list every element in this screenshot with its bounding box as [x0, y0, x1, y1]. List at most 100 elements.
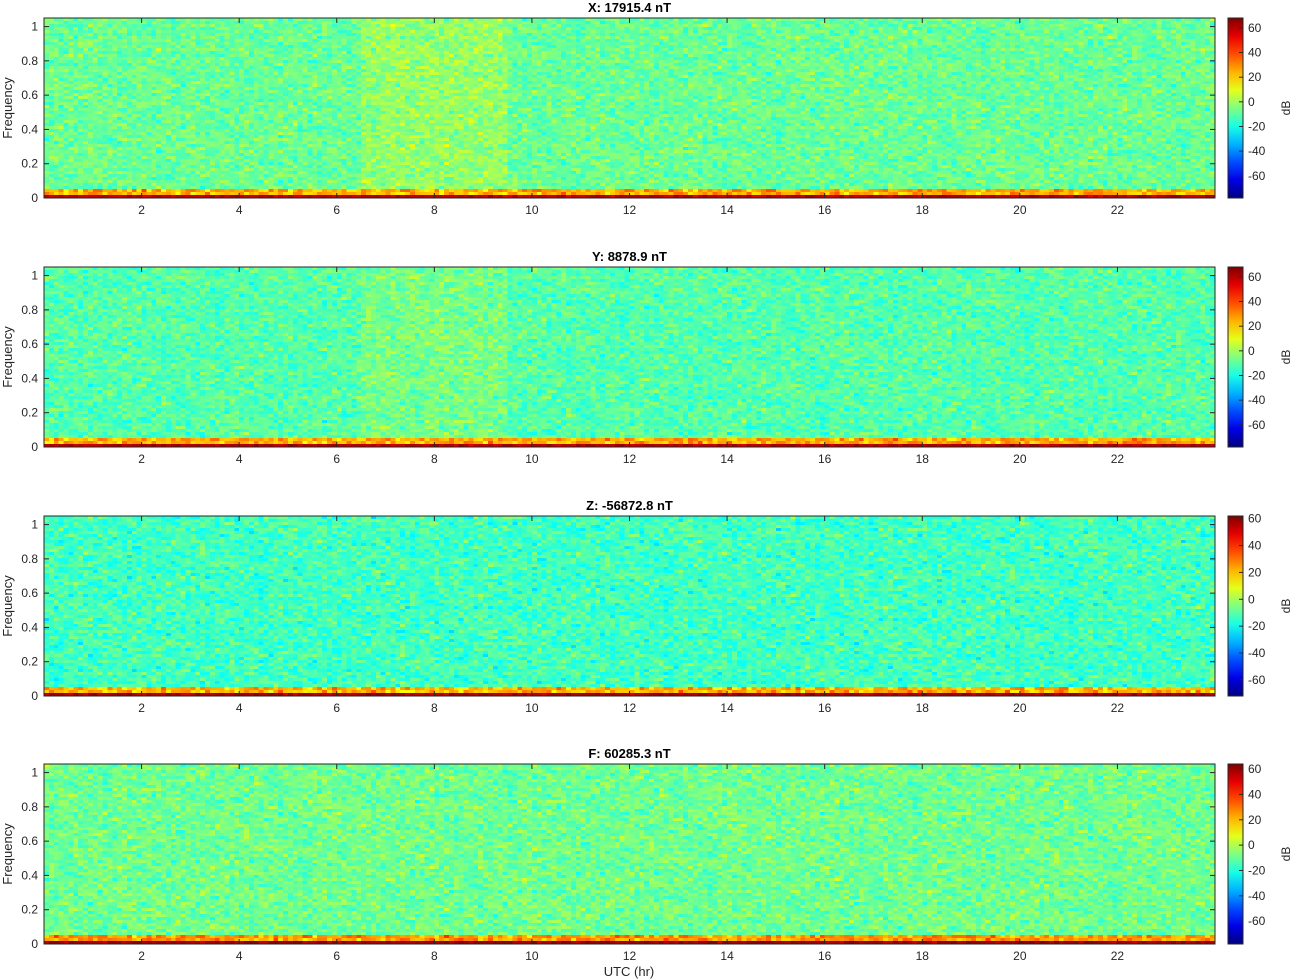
colorbar: 60 40 20 0 -20 -40 -60 dB	[1227, 17, 1293, 199]
spectrogram-panel: Y: 8878.9 nT2 4 6 8 10 12 14 16 18 20 2200.20.40.6…	[0, 249, 1293, 466]
colorbar-tick-label: 20	[1248, 319, 1262, 333]
colorbar: 60 40 20 0 -20 -40 -60 dB	[1227, 512, 1293, 697]
x-tick-label: 2	[138, 203, 145, 217]
x-tick-label: 14	[720, 452, 734, 466]
spectrogram-panel: F: 60285.3 nT2 4 6 8 10 12 14 16 18 20 2200.20.40.…	[0, 746, 1293, 963]
x-tick-label: 14	[720, 949, 734, 963]
x-tick-label: 12	[623, 949, 637, 963]
spectrogram-heatmap	[44, 764, 1215, 944]
x-tick-label: 10	[525, 701, 539, 715]
colorbar-tick-label: -20	[1248, 368, 1266, 382]
y-tick-label: 0.2	[21, 406, 38, 420]
x-tick-label: 22	[1111, 701, 1125, 715]
y-tick-label: 0.4	[21, 371, 38, 385]
x-tick-label: 10	[525, 203, 539, 217]
x-tick-label: 8	[431, 203, 438, 217]
colorbar-tick-label: -40	[1248, 646, 1266, 660]
x-tick-label: 4	[236, 701, 243, 715]
colorbar-tick-label: 20	[1248, 813, 1262, 827]
colorbar-tick-label: -60	[1248, 914, 1266, 928]
colorbar-tick-label: -40	[1248, 889, 1266, 903]
colorbar-tick-label: 20	[1248, 70, 1262, 84]
y-tick-label: 0.8	[21, 800, 38, 814]
x-tick-label: 14	[720, 203, 734, 217]
y-tick-label: 0	[31, 440, 38, 454]
y-tick-label: 1	[31, 766, 38, 780]
y-axis-label: Frequency	[0, 823, 15, 885]
x-tick-label: 4	[236, 203, 243, 217]
x-tick-label: 6	[333, 949, 340, 963]
y-tick-label: 0.6	[21, 834, 38, 848]
colorbar-frame	[1227, 763, 1244, 945]
panel-title: Z: -56872.8 nT	[586, 498, 673, 513]
colorbar-frame	[1227, 266, 1244, 448]
colorbar-tick-label: 60	[1248, 512, 1262, 526]
x-tick-label: 20	[1013, 452, 1027, 466]
y-tick-label: 0.6	[21, 337, 38, 351]
x-tick-label: 12	[623, 452, 637, 466]
colorbar-tick-label: -20	[1248, 619, 1266, 633]
x-tick-label: 14	[720, 701, 734, 715]
colorbar-tick-label: -60	[1248, 418, 1266, 432]
y-tick-label: 0.2	[21, 157, 38, 171]
y-tick-label: 0.4	[21, 122, 38, 136]
colorbar-tick-label: 0	[1248, 592, 1255, 606]
panel-title: X: 17915.4 nT	[588, 0, 671, 15]
colorbar-tick-label: -40	[1248, 144, 1266, 158]
y-tick-label: 0.4	[21, 868, 38, 882]
spectrogram-heatmap	[44, 516, 1215, 696]
colorbar-gradient	[1228, 267, 1243, 447]
x-tick-label: 20	[1013, 949, 1027, 963]
colorbar: 60 40 20 0 -20 -40 -60 dB	[1227, 762, 1293, 945]
x-tick-label: 10	[525, 452, 539, 466]
colorbar-tick-label: 0	[1248, 95, 1255, 109]
y-tick-label: 0.4	[21, 620, 38, 634]
colorbar-gradient	[1228, 516, 1243, 696]
colorbar-tick-label: 60	[1248, 270, 1262, 284]
x-tick-label: 2	[138, 949, 145, 963]
spectrogram-panel: Z: -56872.8 nT2 4 6 8 10 12 14 16 18 20 2200.20.40…	[0, 498, 1293, 715]
colorbar-tick-label: 60	[1248, 21, 1262, 35]
colorbar-tick-label: 40	[1248, 295, 1262, 309]
x-tick-label: 12	[623, 203, 637, 217]
spectrogram-panel: X: 17915.4 nT2 4 6 8 10 12 14 16 18 20 2200.20.40.…	[0, 0, 1293, 217]
y-tick-label: 0.6	[21, 88, 38, 102]
y-tick-label: 0.8	[21, 303, 38, 317]
y-tick-label: 0.2	[21, 655, 38, 669]
colorbar-tick-label: 20	[1248, 565, 1262, 579]
spectrogram-heatmap	[44, 267, 1215, 447]
colorbar-frame	[1227, 17, 1244, 199]
x-tick-label: 4	[236, 452, 243, 466]
colorbar-gradient	[1228, 18, 1243, 198]
x-tick-label: 22	[1111, 452, 1125, 466]
x-tick-label: 12	[623, 701, 637, 715]
colorbar-tick-label: 0	[1248, 344, 1255, 358]
colorbar-label: dB	[1279, 847, 1293, 862]
x-tick-label: 16	[818, 203, 832, 217]
y-tick-label: 1	[31, 518, 38, 532]
colorbar-label: dB	[1279, 599, 1293, 614]
y-axis-label: Frequency	[0, 575, 15, 637]
x-tick-label: 8	[431, 949, 438, 963]
spectrogram-heatmap	[44, 18, 1215, 198]
x-tick-label: 18	[916, 203, 930, 217]
x-tick-label: 18	[916, 949, 930, 963]
x-tick-label: 4	[236, 949, 243, 963]
colorbar-tick-label: 40	[1248, 539, 1262, 553]
colorbar-tick-label: -60	[1248, 169, 1266, 183]
y-tick-label: 1	[31, 269, 38, 283]
x-tick-label: 8	[431, 452, 438, 466]
colorbar-tick-label: 40	[1248, 787, 1262, 801]
colorbar-tick-label: -60	[1248, 673, 1266, 687]
x-tick-label: 2	[138, 452, 145, 466]
panel-title: F: 60285.3 nT	[588, 746, 670, 761]
x-tick-label: 6	[333, 701, 340, 715]
y-axis-label: Frequency	[0, 77, 15, 139]
x-tick-label: 20	[1013, 701, 1027, 715]
colorbar-gradient	[1228, 764, 1243, 944]
y-tick-label: 0.2	[21, 903, 38, 917]
x-tick-label: 16	[818, 949, 832, 963]
colorbar-tick-label: 0	[1248, 838, 1255, 852]
colorbar-tick-label: -20	[1248, 863, 1266, 877]
